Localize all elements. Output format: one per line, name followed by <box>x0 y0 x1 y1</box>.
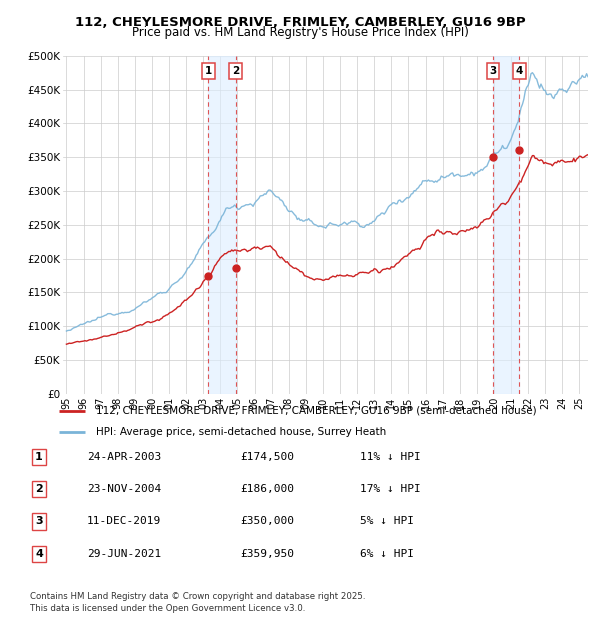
Text: 3: 3 <box>489 66 497 76</box>
Text: 2: 2 <box>35 484 43 494</box>
Text: 1: 1 <box>35 452 43 462</box>
Text: 5% ↓ HPI: 5% ↓ HPI <box>360 516 414 526</box>
Text: 11-DEC-2019: 11-DEC-2019 <box>87 516 161 526</box>
Text: 112, CHEYLESMORE DRIVE, FRIMLEY, CAMBERLEY, GU16 9BP (semi-detached house): 112, CHEYLESMORE DRIVE, FRIMLEY, CAMBERL… <box>95 405 536 416</box>
Text: Price paid vs. HM Land Registry's House Price Index (HPI): Price paid vs. HM Land Registry's House … <box>131 26 469 39</box>
Text: 4: 4 <box>516 66 523 76</box>
Text: 1: 1 <box>205 66 212 76</box>
Bar <box>208 56 236 394</box>
Bar <box>493 56 520 394</box>
Text: HPI: Average price, semi-detached house, Surrey Heath: HPI: Average price, semi-detached house,… <box>95 427 386 437</box>
Text: 2: 2 <box>232 66 239 76</box>
Text: 4: 4 <box>35 549 43 559</box>
Text: 3: 3 <box>35 516 43 526</box>
Text: £186,000: £186,000 <box>240 484 294 494</box>
Text: 29-JUN-2021: 29-JUN-2021 <box>87 549 161 559</box>
Text: 17% ↓ HPI: 17% ↓ HPI <box>360 484 421 494</box>
Text: 112, CHEYLESMORE DRIVE, FRIMLEY, CAMBERLEY, GU16 9BP: 112, CHEYLESMORE DRIVE, FRIMLEY, CAMBERL… <box>74 16 526 29</box>
Text: £359,950: £359,950 <box>240 549 294 559</box>
Text: 23-NOV-2004: 23-NOV-2004 <box>87 484 161 494</box>
Text: 6% ↓ HPI: 6% ↓ HPI <box>360 549 414 559</box>
Text: 24-APR-2003: 24-APR-2003 <box>87 452 161 462</box>
Text: 11% ↓ HPI: 11% ↓ HPI <box>360 452 421 462</box>
Text: Contains HM Land Registry data © Crown copyright and database right 2025.
This d: Contains HM Land Registry data © Crown c… <box>30 591 365 613</box>
Text: £174,500: £174,500 <box>240 452 294 462</box>
Text: £350,000: £350,000 <box>240 516 294 526</box>
